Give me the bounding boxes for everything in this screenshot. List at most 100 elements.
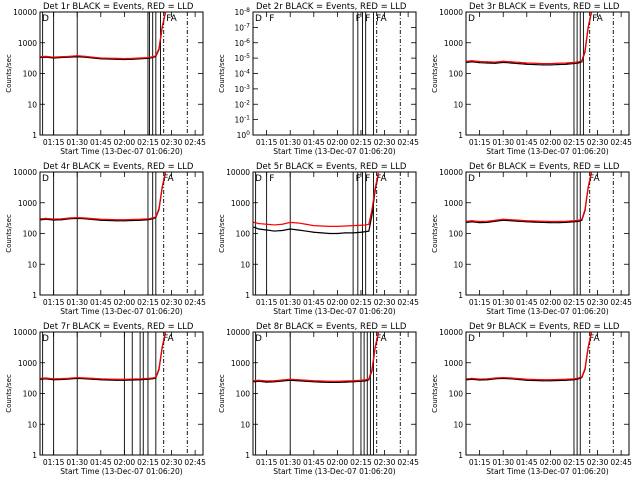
data-point-events — [289, 379, 291, 381]
data-point-events — [541, 221, 544, 223]
data-point-lld — [526, 378, 528, 380]
data-point-lld — [377, 172, 379, 175]
chart-title: Det 3r BLACK = Events, RED = LLD — [469, 2, 620, 12]
data-point-lld — [76, 55, 78, 57]
y-axis-label: Counts/sec — [218, 54, 226, 93]
data-point-events — [258, 380, 260, 382]
data-point-lld — [131, 57, 133, 59]
x-tick-label: 02:00 — [114, 458, 136, 467]
chart-panel: Det 2r BLACK = Events, RED = LLD 100 10-1 1… — [218, 2, 419, 156]
data-point-lld — [108, 218, 110, 221]
flag-label: D — [42, 174, 49, 184]
flag-label: FA — [589, 334, 600, 344]
data-point-lld — [155, 216, 157, 218]
chart-title: Det 9r BLACK = Events, RED = LLD — [469, 322, 620, 332]
data-point-lld — [541, 379, 544, 381]
data-point-lld — [45, 55, 47, 57]
series-line-events — [40, 13, 166, 61]
data-point-lld — [92, 377, 94, 379]
y-tick-label: 10 — [240, 260, 250, 269]
data-point-lld — [518, 378, 520, 380]
data-point-events — [336, 232, 338, 235]
data-point-lld — [266, 380, 268, 382]
x-tick-label: 02:45 — [397, 298, 419, 307]
data-point-lld — [584, 50, 586, 52]
y-axis-label: Counts/sec — [218, 374, 226, 413]
x-tick-label: 02:30 — [587, 458, 609, 467]
data-point-events — [313, 381, 315, 383]
flag-label: D — [42, 14, 49, 24]
y-tick-label: 100 — [236, 230, 251, 239]
data-point-events — [273, 230, 276, 232]
data-point-lld — [374, 346, 376, 348]
data-point-lld — [494, 61, 496, 63]
x-tick-label: 01:30 — [66, 458, 88, 467]
x-tick-label: 02:45 — [397, 458, 419, 467]
x-tick-label: 01:45 — [516, 458, 538, 467]
data-point-lld — [297, 222, 299, 224]
data-point-lld — [573, 61, 575, 63]
data-point-lld — [92, 56, 94, 58]
data-point-events — [518, 220, 520, 222]
data-point-events — [131, 379, 133, 381]
y-tick-label: 1000 — [444, 39, 463, 48]
x-tick-label: 01:30 — [279, 458, 301, 467]
data-point-lld — [313, 380, 315, 382]
x-tick-label: 01:30 — [279, 298, 301, 307]
series-line-lld — [466, 332, 592, 381]
flag-label: F — [365, 14, 370, 24]
x-tick-label: 01:30 — [492, 298, 514, 307]
data-point-lld — [108, 378, 110, 380]
series-line-events — [40, 333, 166, 381]
x-tick-label: 02:45 — [610, 298, 632, 307]
y-tick-label: 1 — [458, 131, 463, 140]
data-point-events — [100, 379, 102, 381]
data-point-events — [40, 219, 42, 221]
data-point-lld — [587, 186, 589, 188]
data-point-lld — [158, 47, 160, 50]
data-point-events — [365, 380, 367, 382]
data-point-lld — [68, 377, 70, 379]
x-tick-label: 02:15 — [137, 138, 159, 147]
data-point-lld — [139, 378, 141, 380]
data-point-lld — [45, 217, 47, 219]
y-tick-label: 10000 — [439, 8, 463, 17]
y-tick-label: 10000 — [226, 168, 250, 177]
data-point-lld — [68, 55, 70, 57]
data-point-events — [253, 381, 255, 383]
data-point-lld — [155, 55, 157, 57]
series-line-events — [253, 333, 379, 383]
x-tick-label: 02:15 — [137, 298, 159, 307]
data-point-lld — [92, 218, 94, 220]
data-point-lld — [84, 377, 86, 379]
x-tick-label: 02:00 — [327, 458, 349, 467]
y-axis-label: Counts/sec — [5, 54, 13, 93]
data-point-lld — [152, 56, 154, 58]
y-tick-label: 1 — [245, 451, 250, 460]
data-point-lld — [565, 220, 567, 222]
data-point-events — [471, 221, 473, 223]
y-tick-label: 10000 — [13, 8, 37, 17]
data-point-lld — [131, 218, 133, 221]
data-point-events — [258, 228, 260, 230]
data-point-events — [557, 63, 559, 66]
data-point-lld — [281, 379, 283, 381]
data-point-lld — [344, 225, 346, 227]
data-point-events — [305, 230, 307, 232]
data-point-lld — [45, 377, 47, 379]
data-point-lld — [258, 379, 260, 381]
x-tick-label: 02:30 — [161, 138, 183, 147]
data-point-lld — [76, 216, 78, 219]
data-point-lld — [328, 225, 331, 228]
series-line-events — [466, 333, 592, 382]
data-point-lld — [161, 26, 163, 28]
y-tick-label: 10-4 — [234, 69, 250, 79]
data-point-lld — [152, 217, 154, 219]
data-point-lld — [479, 220, 481, 223]
x-tick-label: 02:30 — [161, 458, 183, 467]
y-tick-label: 100 — [449, 230, 464, 239]
data-point-lld — [486, 378, 489, 380]
data-point-lld — [471, 60, 473, 62]
x-tick-label: 02:45 — [397, 138, 419, 147]
